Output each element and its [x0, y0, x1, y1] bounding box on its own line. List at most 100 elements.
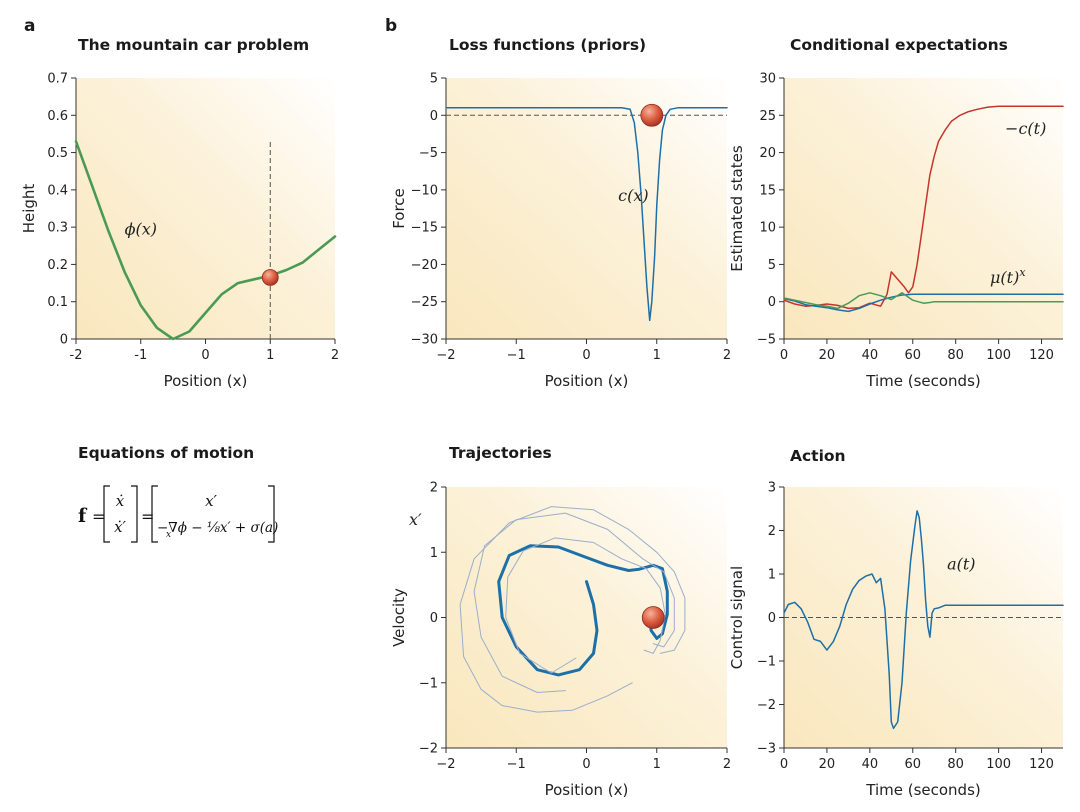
loss-annotation: c(x): [618, 186, 648, 205]
mountain-car-ball: [261, 269, 279, 286]
equations-title: Equations of motion: [78, 444, 254, 462]
panel-loss-functions: Loss functions (priors)−2 −1 0 1 2−30−25−20−…: [390, 36, 731, 390]
eq-rhs-top: x′: [205, 492, 217, 510]
traj-xtick-label: 2: [723, 757, 731, 772]
action-xtick-label: 100: [986, 757, 1011, 772]
loss-ytick-label: −20: [411, 258, 438, 273]
equations-panel: Equations of motion f = ẋ ẋ′ = x′ −∇ϕ − …: [78, 444, 278, 543]
action-xlabel: Time (seconds): [865, 781, 981, 799]
cond-series-green: [783, 292, 1064, 310]
bracket-right-1: [131, 485, 138, 543]
mountain-ytick-label: 0.3: [47, 221, 68, 236]
mountain-xtick-label: 2: [331, 348, 339, 363]
mountain-ytick-label: 0.4: [47, 183, 68, 198]
eq-equals-2: =: [141, 507, 154, 526]
cond-xtick-label: 120: [1029, 348, 1054, 363]
cond-xtick-label: 20: [819, 348, 836, 363]
cond-series-mu: [783, 293, 1064, 313]
mountain-ytick-label: 0.2: [47, 258, 68, 273]
action-xtick-label: 120: [1029, 757, 1054, 772]
traj-corner-label: x′: [409, 510, 422, 529]
loss-ytick-label: 0: [430, 109, 438, 124]
loss-xlabel: Position (x): [545, 372, 629, 390]
mountain-ytick-label: 0.1: [47, 295, 68, 310]
traj-title: Trajectories: [449, 444, 552, 462]
cond-ytick-label: 30: [759, 72, 776, 87]
action-ytick-label: 2: [768, 524, 776, 539]
mountain-ylabel: Height: [20, 184, 38, 234]
action-title: Action: [790, 447, 846, 465]
cond-annotation: −c(t): [1005, 119, 1046, 138]
bracket-left-1: [103, 485, 110, 543]
eq-vec-bottom: ẋ′: [114, 518, 126, 536]
mountain-annotation: ϕ(x): [125, 220, 157, 239]
action-xtick-label: 80: [947, 757, 964, 772]
cond-xtick-label: 40: [862, 348, 879, 363]
mountain-title: The mountain car problem: [78, 36, 309, 54]
eq-vec-top: ẋ: [116, 492, 125, 510]
action-annotation: a(t): [947, 555, 975, 574]
loss-series-c: [445, 107, 728, 322]
cond-ytick-label: 20: [759, 146, 776, 161]
action-ytick-label: −2: [757, 698, 776, 713]
traj-xtick-label: 1: [653, 757, 661, 772]
loss-ylabel: Force: [390, 188, 408, 229]
traj-xlabel: Position (x): [545, 781, 629, 799]
panel-letter-b: b: [385, 16, 397, 36]
traj-xtick-label: 0: [582, 757, 590, 772]
cond-title: Conditional expectations: [790, 36, 1008, 54]
traj-ytick-label: 2: [430, 481, 438, 496]
loss-ytick-label: −30: [411, 333, 438, 348]
mountain-ytick-label: 0.5: [47, 146, 68, 161]
panel-mountain-car: The mountain car problem -2 -1 0 1 2 0 0.1 0.2 0.…: [20, 36, 339, 390]
loss-ytick-label: −25: [411, 295, 438, 310]
panel-letter-a: a: [24, 16, 35, 36]
action-ytick-label: 3: [768, 481, 776, 496]
cond-ytick-label: 10: [759, 221, 776, 236]
mountain-xtick-label: -2: [70, 348, 83, 363]
eq-rhs-bottom: −∇ϕ − ⅛x′ + σ(a): [157, 520, 278, 536]
action-ytick-label: −3: [757, 742, 776, 757]
cond-xtick-label: 100: [986, 348, 1011, 363]
loss-ytick-label: −10: [411, 183, 438, 198]
cond-xtick-label: 80: [947, 348, 964, 363]
action-ytick-label: 1: [768, 568, 776, 583]
traj-series-ghost3: [505, 537, 666, 674]
cond-annotation-sup: x: [1019, 266, 1026, 279]
loss-ytick-label: −15: [411, 221, 438, 236]
cond-ytick-label: 25: [759, 109, 776, 124]
mountain-xlabel: Position (x): [164, 372, 248, 390]
traj-ytick-label: −2: [419, 742, 438, 757]
traj-series-ghost1: [473, 512, 675, 693]
mountain-xtick-label: 1: [266, 348, 274, 363]
cond-ytick-label: 15: [759, 183, 776, 198]
traj-xtick-label: −1: [507, 757, 526, 772]
cond-annotation: μ(t)x: [990, 266, 1026, 287]
mountain-xtick-label: -1: [134, 348, 147, 363]
panel-action: Action 0 20 40 60 80 100 120 −3 −2 −1 0 1 2 3 Time (sec…: [728, 447, 1064, 799]
traj-ylabel: Velocity: [390, 588, 408, 647]
loss-xtick-label: 1: [653, 348, 661, 363]
loss-ytick-label: −5: [419, 146, 438, 161]
traj-xtick-label: −2: [436, 757, 455, 772]
action-series-a: [783, 510, 1064, 730]
action-ytick-label: −1: [757, 655, 776, 670]
action-ytick-label: 0: [768, 611, 776, 626]
loss-ytick-label: 5: [430, 72, 438, 87]
mountain-ytick-label: 0.6: [47, 109, 68, 124]
traj-ytick-label: −1: [419, 676, 438, 691]
loss-plot-area: [446, 78, 727, 339]
eq-equals-1: =: [92, 507, 105, 526]
action-ylabel: Control signal: [728, 566, 746, 669]
loss-xtick-label: −1: [507, 348, 526, 363]
cond-xtick-label: 0: [780, 348, 788, 363]
loss-xtick-label: −2: [436, 348, 455, 363]
panel-trajectories: Trajectories −2 −1 0 1 2 −2 −1 0 1 2 Position (x) Ve…: [390, 444, 731, 799]
mountain-series-phi: [74, 140, 337, 341]
mountain-plot-area: [76, 78, 335, 339]
eq-nabla-sub: x: [166, 530, 171, 540]
mountain-xtick-label: 0: [201, 348, 209, 363]
traj-car-ball: [641, 606, 665, 629]
